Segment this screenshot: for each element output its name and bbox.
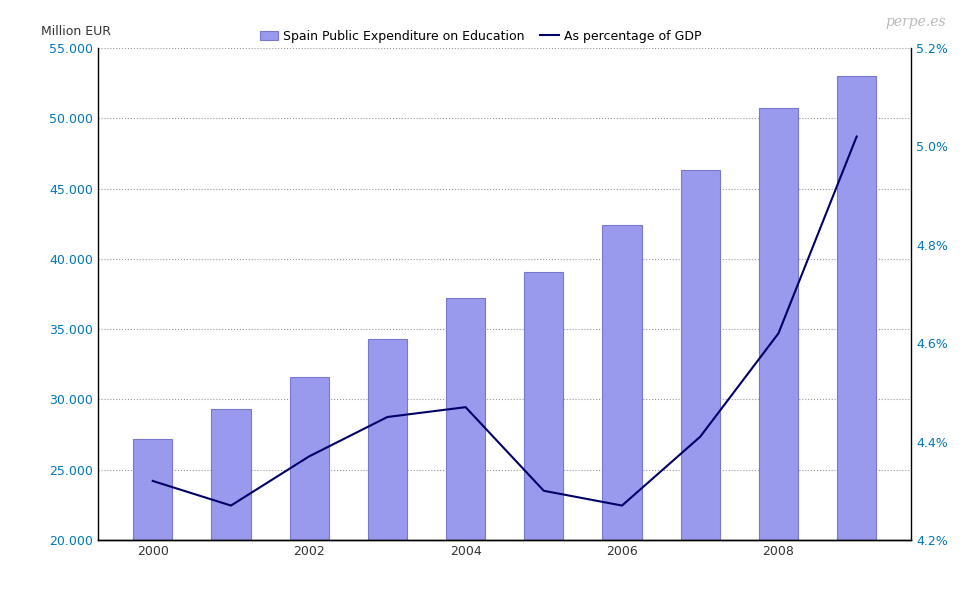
Legend: Spain Public Expenditure on Education, As percentage of GDP: Spain Public Expenditure on Education, A… <box>255 25 706 48</box>
Bar <box>759 109 798 600</box>
Bar <box>446 298 485 600</box>
Text: perpe.es: perpe.es <box>885 15 946 29</box>
Bar <box>133 439 172 600</box>
Bar <box>837 76 876 600</box>
Bar <box>368 339 407 600</box>
Text: Million EUR: Million EUR <box>41 25 111 38</box>
Bar <box>603 225 642 600</box>
Bar <box>681 170 719 600</box>
Bar <box>290 377 328 600</box>
Bar <box>524 272 564 600</box>
Bar <box>212 409 251 600</box>
